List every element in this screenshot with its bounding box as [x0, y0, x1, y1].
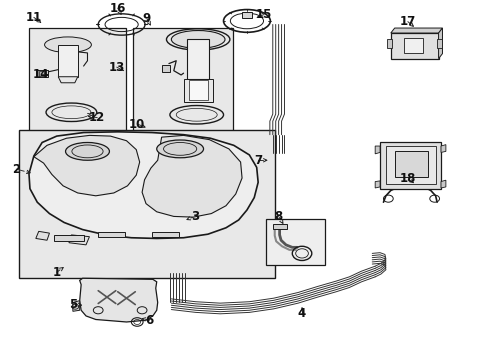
Polygon shape	[69, 235, 89, 245]
Polygon shape	[58, 77, 78, 83]
Ellipse shape	[44, 37, 91, 53]
Ellipse shape	[171, 31, 224, 48]
Bar	[242, 12, 251, 18]
Polygon shape	[374, 146, 379, 154]
Bar	[39, 71, 45, 76]
Text: 17: 17	[399, 15, 415, 28]
Bar	[436, 39, 441, 48]
Bar	[394, 151, 427, 177]
Polygon shape	[440, 145, 445, 152]
Bar	[385, 146, 435, 184]
Bar	[58, 45, 78, 77]
Polygon shape	[390, 28, 442, 33]
Text: 11: 11	[26, 11, 42, 24]
Bar	[183, 78, 212, 102]
Text: 4: 4	[297, 307, 305, 320]
Text: 13: 13	[108, 60, 124, 74]
Bar	[29, 28, 126, 131]
Text: 5: 5	[69, 298, 77, 311]
Bar	[272, 224, 287, 229]
Ellipse shape	[65, 143, 109, 160]
Text: 18: 18	[399, 171, 415, 185]
Polygon shape	[440, 180, 445, 188]
Bar	[161, 65, 170, 72]
Bar	[379, 143, 440, 189]
Bar	[386, 39, 391, 48]
Polygon shape	[374, 181, 379, 188]
Ellipse shape	[157, 140, 203, 158]
Text: 9: 9	[142, 12, 151, 25]
Polygon shape	[80, 278, 158, 322]
Polygon shape	[34, 135, 140, 196]
Text: 6: 6	[145, 314, 153, 327]
Polygon shape	[73, 301, 80, 311]
Bar	[36, 69, 48, 77]
Text: 10: 10	[129, 117, 145, 131]
Bar	[404, 38, 422, 53]
Text: 1: 1	[53, 266, 61, 279]
Text: 2: 2	[12, 163, 20, 176]
Bar	[19, 130, 275, 278]
Bar	[186, 39, 209, 78]
Text: 12: 12	[89, 111, 105, 124]
Text: 14: 14	[32, 68, 49, 81]
Text: 7: 7	[254, 154, 262, 167]
Bar	[266, 219, 325, 265]
Text: 3: 3	[190, 210, 199, 223]
Bar	[133, 28, 233, 131]
Bar	[390, 33, 438, 59]
Bar	[98, 232, 125, 237]
Text: 8: 8	[274, 210, 282, 223]
Text: 15: 15	[255, 8, 272, 21]
Bar	[54, 235, 83, 240]
Polygon shape	[29, 132, 258, 238]
Polygon shape	[438, 28, 442, 59]
Text: 16: 16	[109, 2, 125, 15]
Bar	[189, 80, 207, 100]
Polygon shape	[142, 135, 242, 217]
Polygon shape	[36, 231, 49, 240]
Bar	[152, 232, 178, 237]
